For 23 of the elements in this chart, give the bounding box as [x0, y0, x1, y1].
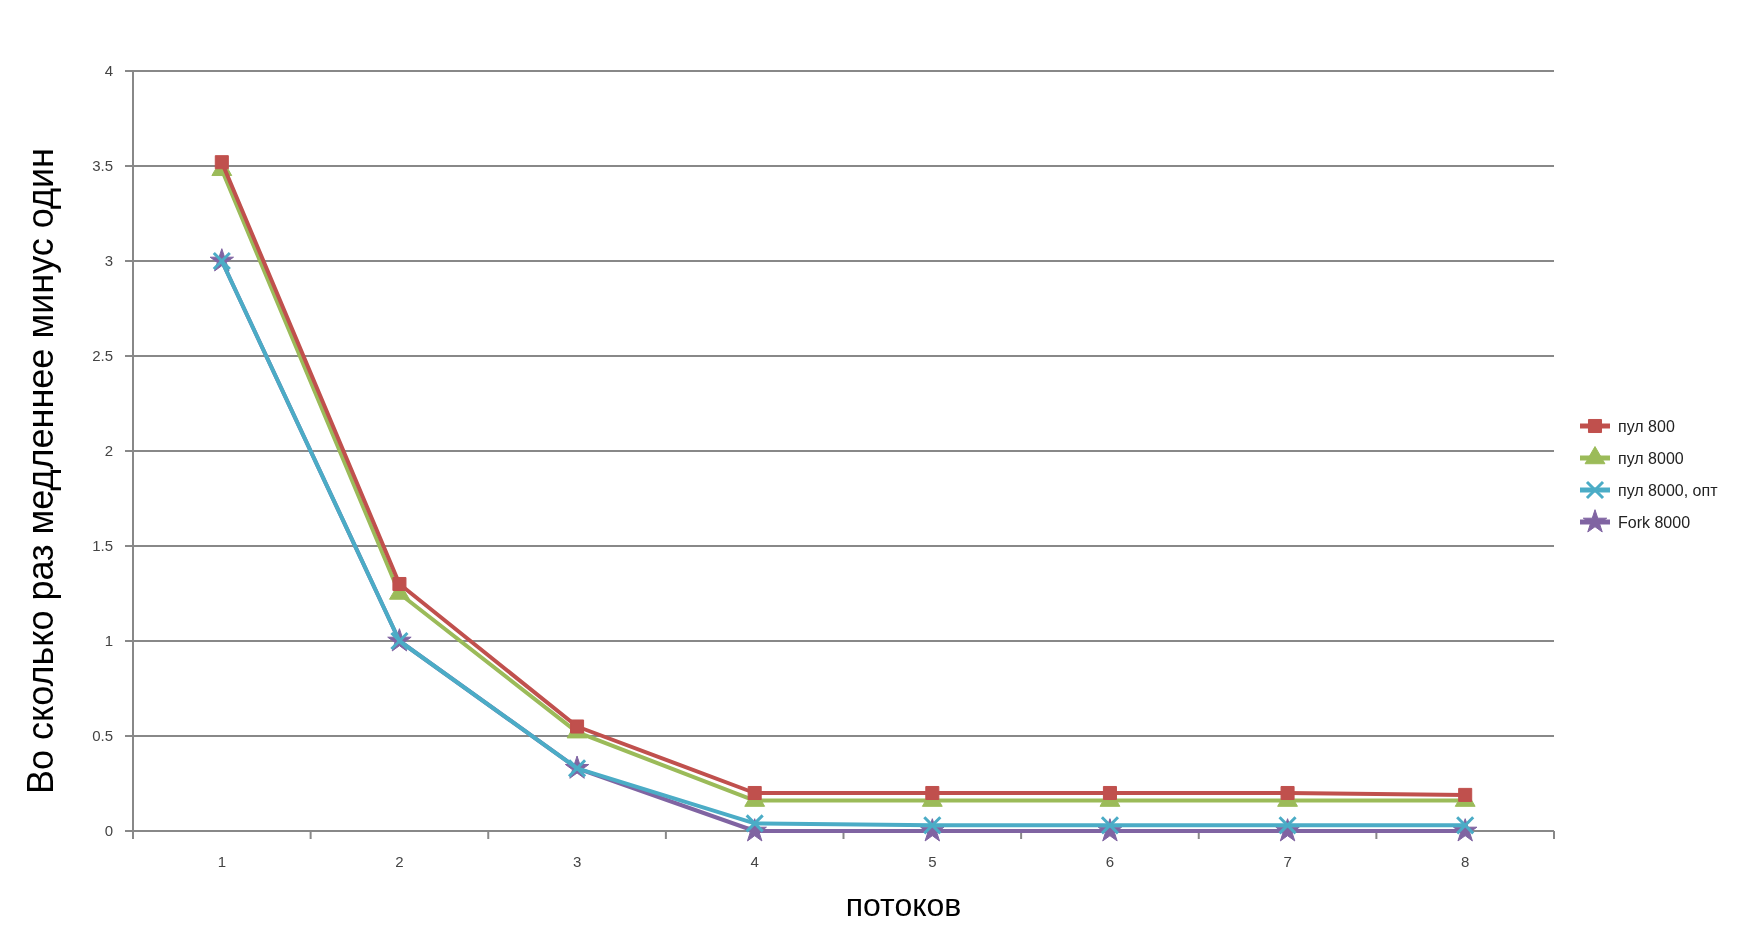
- legend-label: пул 8000: [1618, 449, 1684, 467]
- y-tick-label: 1: [104, 632, 113, 650]
- x-tick-label: 4: [750, 853, 759, 870]
- x-tick-label: 1: [217, 853, 226, 870]
- x-tick-label: 8: [1461, 853, 1470, 870]
- x-axis-title: потоков: [845, 887, 962, 923]
- legend-label: пул 8000, опт: [1618, 481, 1719, 499]
- legend-label: пул 800: [1618, 417, 1675, 435]
- x-tick-label: 7: [1283, 853, 1292, 870]
- y-tick-label: 1.5: [92, 537, 113, 555]
- y-tick-label: 3: [104, 252, 113, 270]
- x-tick-label: 2: [395, 853, 404, 870]
- y-tick-label: 2.5: [92, 347, 113, 365]
- y-axis-title: Во сколько раз медленнее минус один: [20, 148, 61, 794]
- y-tick-label: 3.5: [92, 157, 113, 175]
- x-tick-label: 5: [928, 853, 937, 870]
- y-tick-label: 0: [104, 822, 113, 840]
- legend-label: Fork 8000: [1618, 513, 1691, 531]
- x-tick-label: 6: [1105, 853, 1115, 870]
- y-tick-label: 0.5: [92, 727, 113, 745]
- x-tick-label: 3: [572, 853, 582, 870]
- y-tick-label: 2: [104, 442, 113, 460]
- y-tick-label: 4: [104, 62, 113, 80]
